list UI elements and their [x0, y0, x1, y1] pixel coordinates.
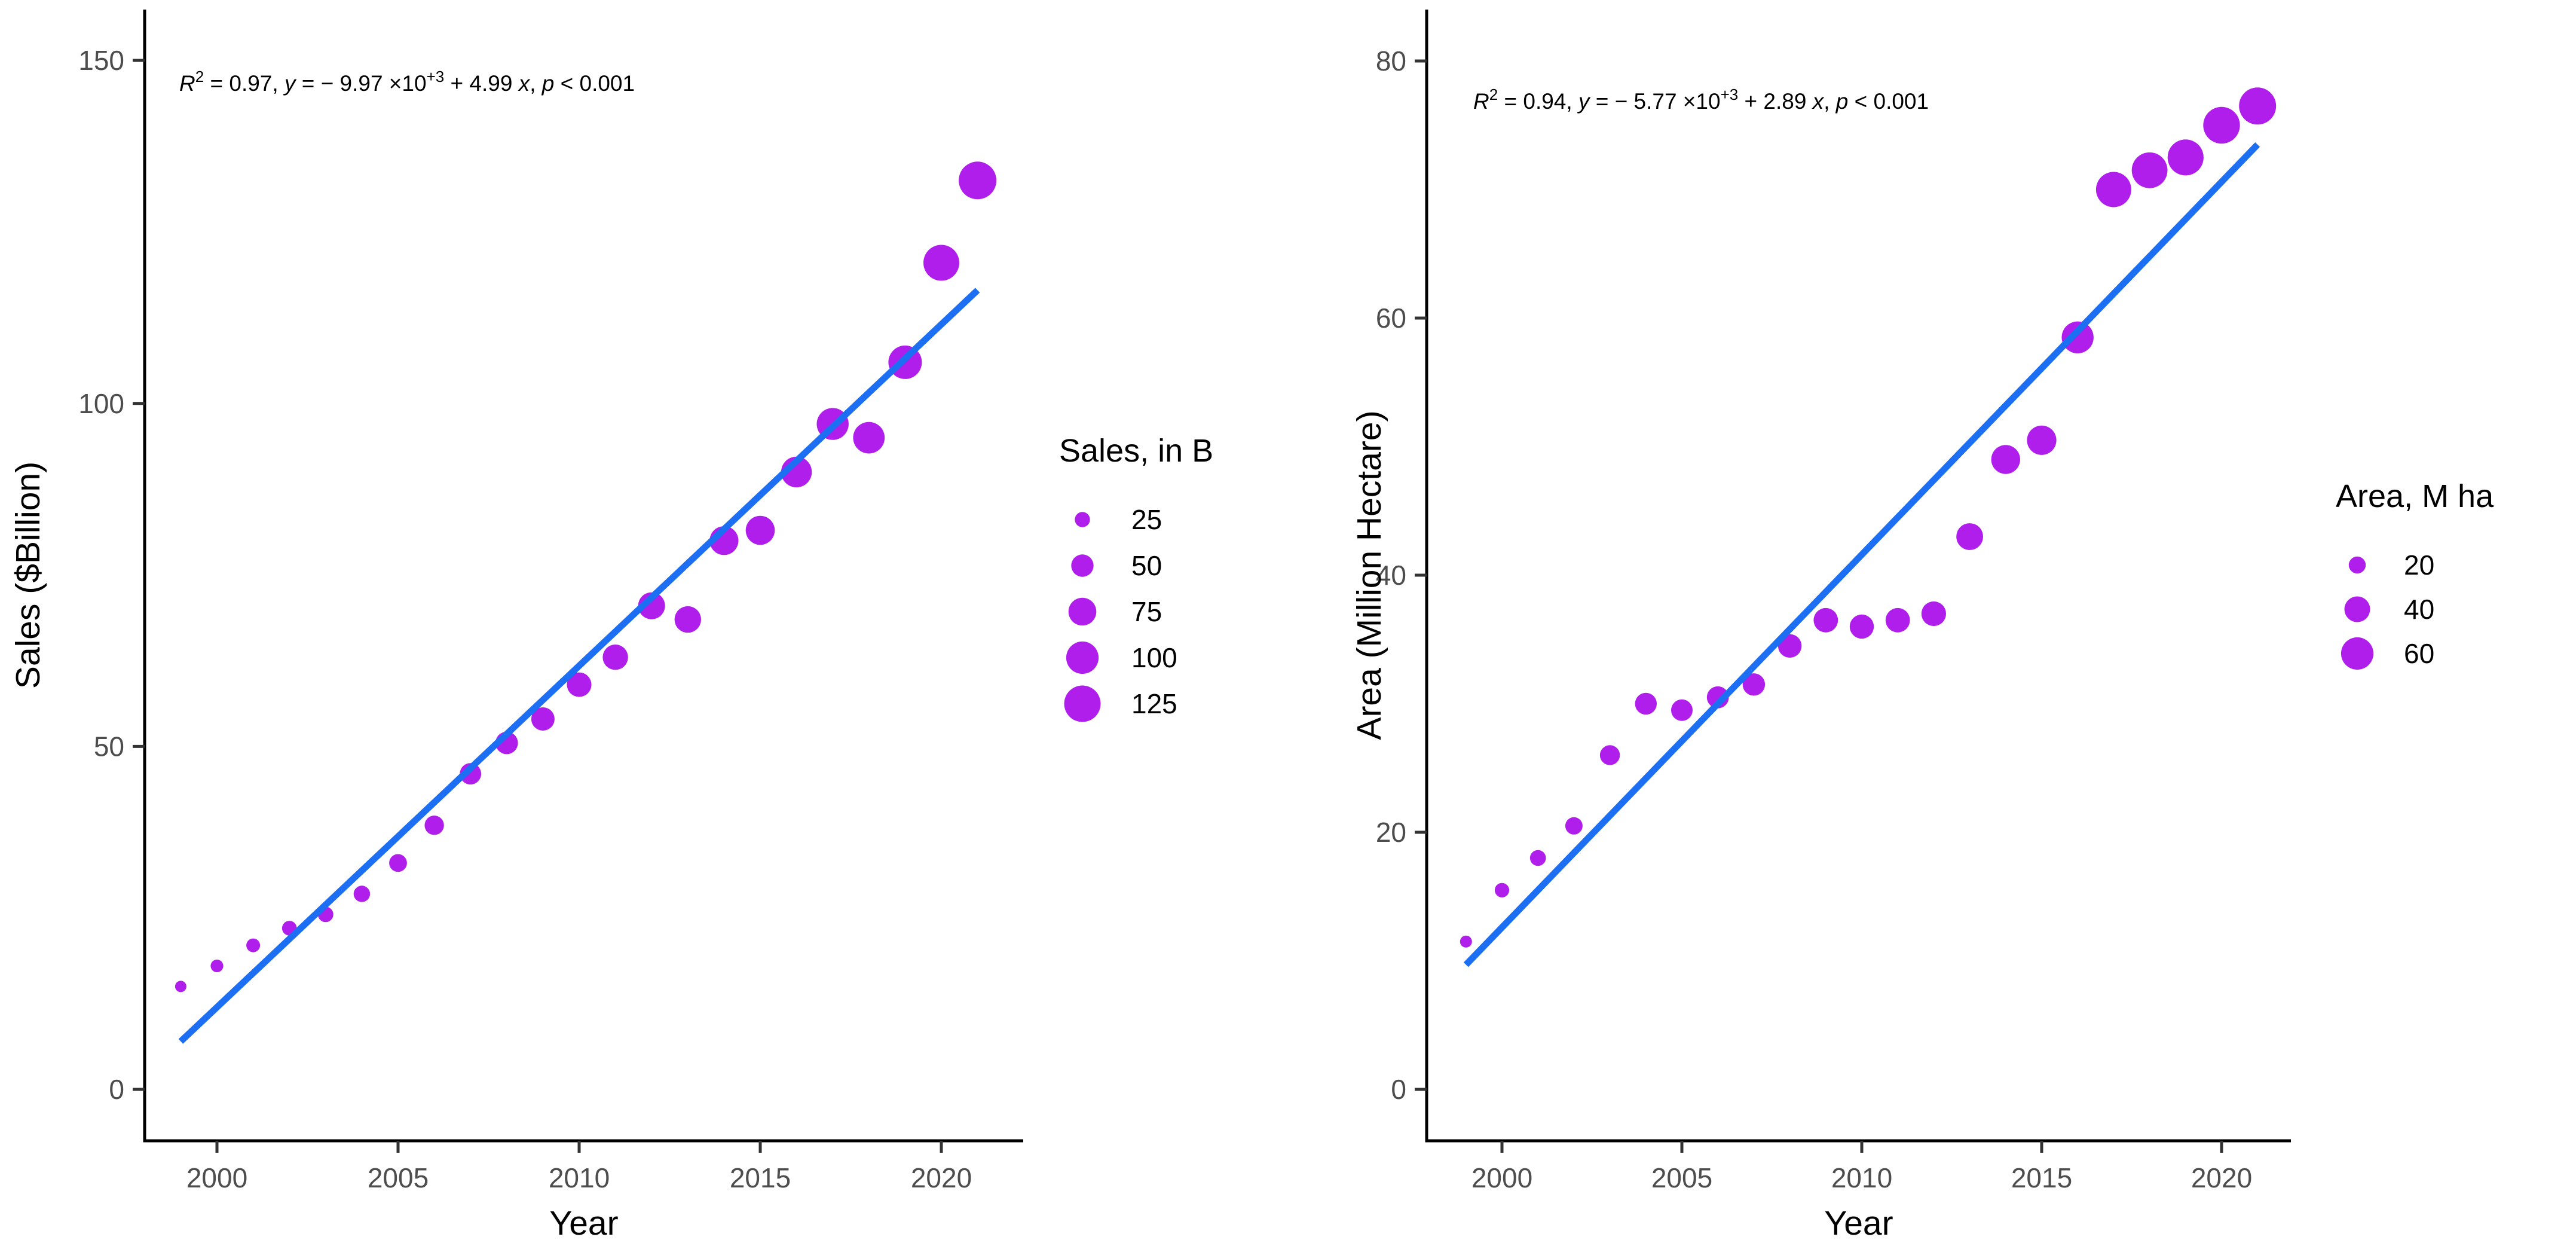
x-axis-title: Year	[1824, 1204, 1893, 1242]
x-tick-label: 2015	[730, 1162, 791, 1193]
data-point	[602, 645, 628, 670]
legend-key-circle	[1066, 641, 1099, 674]
x-tick-label: 2000	[186, 1162, 247, 1193]
area-chart: 0 20 40 60 80 2000 2005 2010 2015 2020 Year Area (M…	[1350, 10, 2494, 1242]
data-point	[853, 422, 885, 454]
legend-value-label: 40	[2404, 594, 2434, 625]
y-tick-label: 40	[1376, 560, 1406, 591]
legend-value-label: 60	[2404, 638, 2434, 669]
x-tick-label: 2005	[368, 1162, 429, 1193]
data-point	[1460, 935, 1472, 948]
y-tick-label: 80	[1376, 45, 1406, 77]
legend-value-label: 50	[1131, 550, 1162, 581]
data-point	[923, 245, 959, 281]
legend-value-label: 125	[1131, 688, 1177, 719]
x-tick-label: 2020	[2191, 1162, 2252, 1193]
legend-value-label: 25	[1131, 504, 1162, 535]
regression-equation-annotation: R2 = 0.97, y = − 9.97 ×10+3 + 4.99 x, p …	[179, 68, 635, 96]
data-point	[531, 707, 555, 731]
data-point	[674, 606, 702, 633]
legend-key-circle	[2341, 637, 2374, 670]
data-point	[2239, 87, 2277, 125]
legend-title: Area, M ha	[2336, 478, 2494, 514]
data-point	[567, 672, 592, 697]
x-tick-label: 2015	[2011, 1162, 2072, 1193]
data-point	[1742, 673, 1766, 696]
data-point	[2167, 139, 2204, 176]
data-point	[1706, 686, 1729, 709]
data-point	[2027, 425, 2057, 455]
y-tick-label: 0	[1391, 1074, 1406, 1105]
data-point	[424, 816, 444, 835]
data-point	[1885, 607, 1910, 633]
data-point	[1813, 607, 1838, 633]
data-point	[638, 592, 665, 619]
x-tick-label: 2010	[1831, 1162, 1892, 1193]
legend-key-circle	[1071, 554, 1094, 577]
legend-key-circle	[1064, 685, 1101, 722]
data-point	[1671, 699, 1693, 721]
data-point	[1921, 601, 1946, 627]
data-point	[1529, 850, 1546, 866]
data-point	[1494, 882, 1510, 897]
data-point	[745, 515, 775, 545]
data-point	[2131, 152, 2168, 188]
regression-equation-annotation: R2 = 0.94, y = − 5.77 ×10+3 + 2.89 x, p …	[1473, 85, 1929, 114]
data-point	[959, 161, 997, 200]
data-point	[1635, 692, 1657, 715]
size-legend: Sales, in B 25 50 75 100 125	[1059, 433, 1213, 722]
data-point	[210, 959, 224, 973]
legend-key-circle	[1068, 597, 1097, 626]
x-axis-title: Year	[549, 1204, 618, 1242]
y-tick-label: 20	[1376, 817, 1406, 848]
data-point	[1599, 745, 1620, 765]
legend-value-label: 75	[1131, 596, 1162, 627]
regression-line	[1463, 142, 2260, 967]
y-tick-label: 150	[78, 45, 124, 76]
data-point	[2061, 321, 2094, 353]
data-point	[460, 763, 482, 785]
data-point	[2095, 172, 2131, 207]
data-point	[389, 854, 407, 872]
data-point	[1565, 817, 1583, 835]
data-point	[246, 938, 261, 952]
data-point	[175, 981, 186, 993]
data-point	[1849, 614, 1874, 639]
legend-value-label: 20	[2404, 549, 2434, 581]
y-axis-title: Sales ($Billion)	[9, 462, 47, 689]
data-point	[2203, 106, 2240, 144]
regression-line	[178, 288, 980, 1044]
x-tick-label: 2005	[1651, 1162, 1712, 1193]
data-point	[1991, 445, 2020, 474]
data-point	[1956, 523, 1984, 550]
data-points	[1460, 87, 2277, 948]
data-point	[353, 885, 371, 902]
legend-key-circle	[2348, 556, 2366, 574]
size-legend: Area, M ha 20 40 60	[2336, 478, 2494, 670]
y-tick-label: 0	[109, 1074, 124, 1105]
y-tick-label: 50	[94, 731, 124, 762]
y-axis-title: Area (Million Hectare)	[1350, 410, 1388, 740]
sales-chart: 0 50 100 150 2000 2005 2010 2015 2020 Year Sales (…	[9, 10, 1213, 1242]
legend-key-circle	[2344, 596, 2370, 622]
legend-key-circle	[1075, 512, 1090, 527]
legend-title: Sales, in B	[1059, 433, 1213, 469]
legend-value-label: 100	[1131, 642, 1177, 673]
x-tick-label: 2010	[549, 1162, 610, 1193]
y-tick-label: 100	[78, 388, 124, 419]
x-tick-label: 2000	[1471, 1162, 1532, 1193]
y-tick-label: 60	[1376, 303, 1406, 334]
x-tick-label: 2020	[911, 1162, 972, 1193]
